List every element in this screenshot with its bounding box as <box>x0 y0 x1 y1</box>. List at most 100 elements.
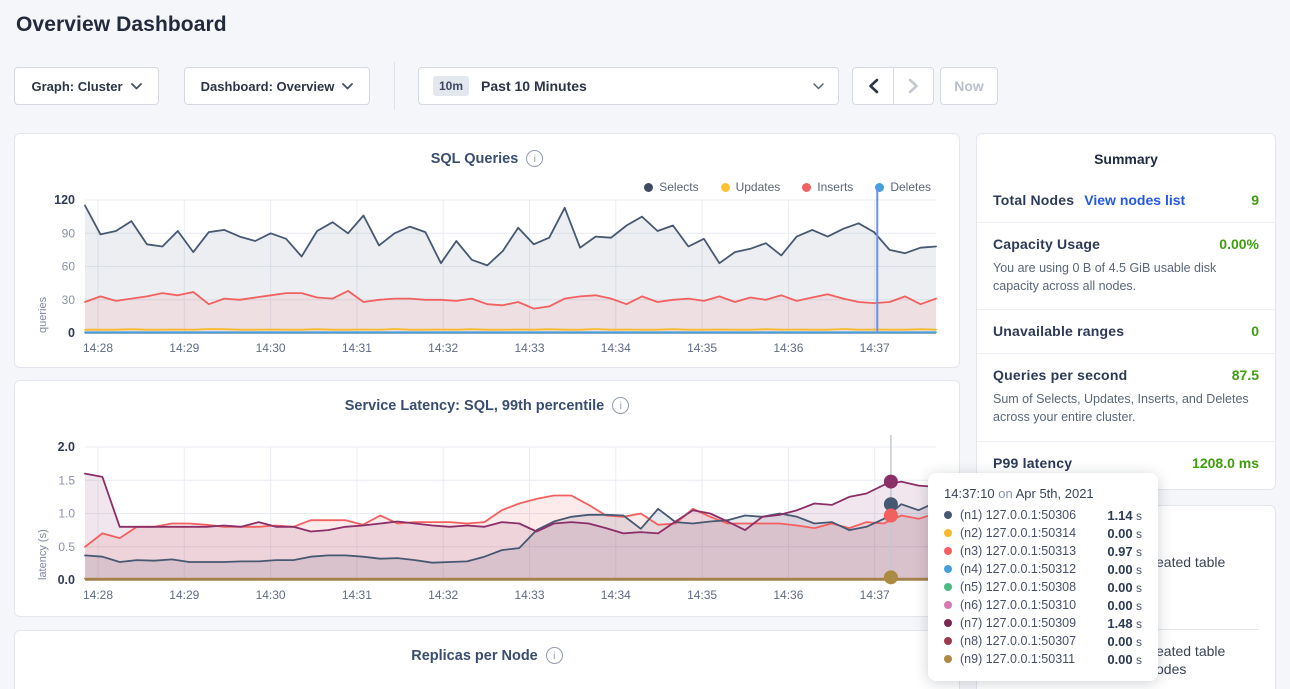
capacity-usage-desc: You are using 0 B of 4.5 GiB usable disk… <box>993 259 1259 295</box>
node-address: (n3) 127.0.0.1:50313 <box>960 544 1076 558</box>
graph-scope-label: Graph: Cluster <box>31 79 122 94</box>
svg-text:1.5: 1.5 <box>58 473 75 487</box>
qps-value: 87.5 <box>1232 367 1259 383</box>
sql-queries-chart[interactable]: 030609012014:2814:2914:3014:3114:3214:33… <box>15 134 961 369</box>
svg-text:14:30: 14:30 <box>256 341 286 355</box>
node-latency-value: 0.00 s <box>1107 598 1142 613</box>
total-nodes-label: Total Nodes <box>993 192 1074 208</box>
dashboard-label: Dashboard: Overview <box>201 79 335 94</box>
svg-text:2.0: 2.0 <box>58 440 75 454</box>
tooltip-node-row: (n3) 127.0.0.1:50313 0.97 s <box>944 542 1142 560</box>
chart-title: Replicas per Node <box>411 648 538 664</box>
event-item-text[interactable]: eated table <box>1156 554 1225 570</box>
node-color-dot-icon <box>944 637 952 645</box>
time-range-badge: 10m <box>433 76 469 96</box>
chart-hover-tooltip: 14:37:10 on Apr 5th, 2021 (n1) 127.0.0.1… <box>928 473 1158 681</box>
total-nodes-value: 9 <box>1251 192 1259 208</box>
service-latency-chart[interactable]: 0.00.51.01.52.014:2814:2914:3014:3114:32… <box>15 381 961 618</box>
tooltip-node-row: (n7) 127.0.0.1:503091.48 s <box>944 614 1142 632</box>
tooltip-node-row: (n5) 127.0.0.1:503080.00 s <box>944 578 1142 596</box>
node-address: (n4) 127.0.0.1:50312 <box>960 562 1076 576</box>
node-latency-value: 0.97 s <box>1107 544 1142 559</box>
graph-scope-dropdown[interactable]: Graph: Cluster <box>14 67 159 105</box>
svg-text:1.0: 1.0 <box>58 507 75 521</box>
node-latency-value: 0.00 s <box>1107 634 1142 649</box>
tooltip-timestamp: 14:37:10 on Apr 5th, 2021 <box>944 486 1142 501</box>
svg-text:14:31: 14:31 <box>342 588 372 602</box>
event-item-text[interactable]: eated table <box>1156 643 1225 659</box>
svg-text:14:36: 14:36 <box>773 341 803 355</box>
controls-divider <box>394 62 395 110</box>
svg-text:14:34: 14:34 <box>601 341 631 355</box>
unavailable-ranges-label: Unavailable ranges <box>993 323 1124 339</box>
node-color-dot-icon <box>944 529 952 537</box>
chevron-down-icon <box>342 83 353 90</box>
page-title: Overview Dashboard <box>16 13 227 37</box>
chevron-down-icon <box>813 83 824 90</box>
time-range-dropdown[interactable]: 10m Past 10 Minutes <box>418 67 839 105</box>
time-step-back-button[interactable] <box>853 68 893 104</box>
svg-text:14:33: 14:33 <box>514 588 544 602</box>
svg-text:14:30: 14:30 <box>256 588 286 602</box>
svg-text:14:35: 14:35 <box>687 588 717 602</box>
info-icon[interactable]: i <box>546 647 563 664</box>
node-address: (n1) 127.0.0.1:50306 <box>960 508 1076 522</box>
qps-desc: Sum of Selects, Updates, Inserts, and De… <box>993 390 1259 426</box>
summary-header: Summary <box>977 134 1275 179</box>
p99-latency-value: 1208.0 ms <box>1192 455 1259 471</box>
node-latency-value: 0.00 s <box>1107 526 1142 541</box>
dashboard-dropdown[interactable]: Dashboard: Overview <box>184 67 370 105</box>
svg-text:90: 90 <box>62 226 76 240</box>
time-step-buttons <box>852 67 934 105</box>
node-color-dot-icon <box>944 655 952 663</box>
summary-capacity-usage: Capacity Usage 0.00% You are using 0 B o… <box>977 222 1275 309</box>
tooltip-node-row: (n6) 127.0.0.1:50310 0.00 s <box>944 596 1142 614</box>
chevron-down-icon <box>131 83 142 90</box>
node-latency-value: 0.00 s <box>1107 652 1142 667</box>
node-color-dot-icon <box>944 565 952 573</box>
svg-text:14:29: 14:29 <box>169 588 199 602</box>
node-latency-value: 1.14 s <box>1107 508 1142 523</box>
node-address: (n9) 127.0.0.1:50311 <box>960 652 1075 666</box>
p99-latency-label: P99 latency <box>993 455 1072 471</box>
svg-text:0: 0 <box>68 326 75 340</box>
svg-text:0.0: 0.0 <box>58 573 75 587</box>
svg-text:14:33: 14:33 <box>514 341 544 355</box>
tooltip-node-row: (n1) 127.0.0.1:50306 1.14 s <box>944 506 1142 524</box>
svg-text:14:32: 14:32 <box>428 341 458 355</box>
sql-queries-panel: SQL Queries i SelectsUpdatesInsertsDelet… <box>14 133 960 368</box>
svg-text:0.5: 0.5 <box>58 540 75 554</box>
node-latency-value: 0.00 s <box>1107 580 1142 595</box>
svg-text:14:28: 14:28 <box>83 341 113 355</box>
svg-text:14:37: 14:37 <box>860 341 890 355</box>
qps-label: Queries per second <box>993 367 1127 383</box>
node-latency-value: 1.48 s <box>1107 616 1142 631</box>
node-address: (n6) 127.0.0.1:50310 <box>960 598 1076 612</box>
node-color-dot-icon <box>944 547 952 555</box>
event-item-text[interactable]: odes <box>1156 661 1186 677</box>
replicas-per-node-panel: Replicas per Node i <box>14 630 960 689</box>
time-step-forward-button[interactable] <box>893 68 933 104</box>
svg-text:14:28: 14:28 <box>83 588 113 602</box>
svg-text:14:37: 14:37 <box>860 588 890 602</box>
capacity-usage-value: 0.00% <box>1219 236 1259 252</box>
service-latency-panel: Service Latency: SQL, 99th percentile i … <box>14 380 960 617</box>
node-color-dot-icon <box>944 619 952 627</box>
unavailable-ranges-value: 0 <box>1251 323 1259 339</box>
svg-text:120: 120 <box>54 193 75 207</box>
summary-card: Summary Total Nodes View nodes list 9 Ca… <box>976 133 1276 490</box>
tooltip-node-row: (n2) 127.0.0.1:50314 0.00 s <box>944 524 1142 542</box>
node-address: (n8) 127.0.0.1:50307 <box>960 634 1076 648</box>
node-latency-value: 0.00 s <box>1107 562 1142 577</box>
node-color-dot-icon <box>944 601 952 609</box>
now-button[interactable]: Now <box>940 67 998 105</box>
view-nodes-list-link[interactable]: View nodes list <box>1084 192 1185 208</box>
svg-text:30: 30 <box>62 293 76 307</box>
svg-text:14:36: 14:36 <box>773 588 803 602</box>
capacity-usage-label: Capacity Usage <box>993 236 1100 252</box>
summary-unavailable-ranges: Unavailable ranges 0 <box>977 309 1275 353</box>
node-address: (n2) 127.0.0.1:50314 <box>960 526 1076 540</box>
summary-total-nodes: Total Nodes View nodes list 9 <box>977 179 1275 222</box>
node-color-dot-icon <box>944 583 952 591</box>
tooltip-node-row: (n9) 127.0.0.1:50311 0.00 s <box>944 650 1142 668</box>
